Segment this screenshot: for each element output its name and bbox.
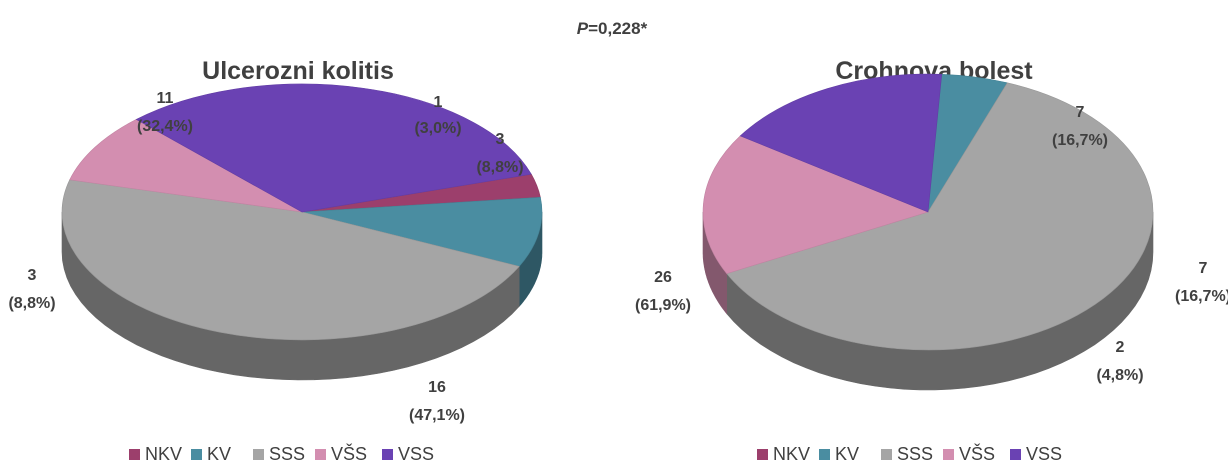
data-label-percent-vss: (16,7%) (1052, 132, 1108, 149)
legend-crohn: NKV KV SSS VŠS VSS (757, 443, 1062, 464)
data-labels-crohn: 2 (4,8%) 26 (61,9%) 7 (16,7%) 7 (16,7%) (635, 104, 1228, 384)
data-label-value-kv: 3 (496, 131, 505, 148)
data-label-percent-vss: (32,4%) (137, 118, 193, 135)
p-value: P=0,228* (577, 19, 648, 38)
legend-swatch-nkv (757, 449, 768, 460)
pie-slice-sss (726, 82, 1154, 351)
pie-slice-vss (702, 135, 929, 274)
legend-swatch-sss (253, 449, 264, 460)
legend-label-sss: SSS (897, 444, 933, 464)
data-label-percent-sss: (61,9%) (635, 297, 691, 314)
pie-slice-vss (69, 119, 303, 213)
data-label-value-sss: 16 (428, 379, 446, 396)
data-label-value-vss: 7 (1076, 104, 1085, 121)
pie-ulcerozni-kolitis (61, 83, 543, 381)
legend-label-vss: VSS (1026, 444, 1062, 464)
data-label-value-nkv: 1 (434, 94, 443, 111)
data-label-percent-vss: (8,8%) (8, 295, 55, 312)
legend-label-sss: SSS (269, 444, 305, 464)
chart-title-ulcerozni: Ulcerozni kolitis (202, 57, 394, 85)
data-label-value-vss: 3 (28, 267, 37, 284)
pie-slice-kv (301, 196, 543, 267)
p-value-prefix: P (577, 19, 589, 38)
legend-label-nkv: NKV (145, 444, 182, 464)
pie-slice-vss (739, 73, 943, 213)
legend-label-kv: KV (207, 444, 231, 464)
data-labels-ulcerozni: 1 (3,0%) 3 (8,8%) 16 (47,1%) 3 (8,8%) 11 (32,4%) (8, 90, 523, 424)
data-label-value-sss: 26 (654, 269, 672, 286)
p-value-rest: =0,228* (588, 19, 647, 38)
legend-swatch-vss (382, 449, 393, 460)
pie-crohnova-bolest (702, 73, 1154, 391)
legend-swatch-vss (1010, 449, 1021, 460)
legend-label-kv: KV (835, 444, 859, 464)
pie-slice-sss (61, 179, 520, 341)
legend-swatch-vss (315, 449, 326, 460)
data-label-value-vss: 7 (1199, 260, 1208, 277)
legend-swatch-nkv (129, 449, 140, 460)
legend-label-vss: VŠS (959, 443, 995, 464)
data-label-percent-kv: (8,8%) (476, 159, 523, 176)
data-label-percent-nkv: (3,0%) (414, 120, 461, 137)
legend-label-nkv: NKV (773, 444, 810, 464)
legend-swatch-kv (191, 449, 202, 460)
legend-label-vss: VSS (398, 444, 434, 464)
data-label-percent-kv: (4,8%) (1096, 367, 1143, 384)
legend-ulcerozni: NKV KV SSS VŠS VSS (129, 443, 434, 464)
legend-swatch-vss (943, 449, 954, 460)
data-label-value-kv: 2 (1116, 339, 1125, 356)
data-label-value-vss: 11 (157, 90, 174, 107)
data-label-percent-vss: (16,7%) (1175, 288, 1228, 305)
data-label-percent-sss: (47,1%) (409, 407, 465, 424)
pie-slice-vss (135, 83, 532, 213)
legend-swatch-kv (819, 449, 830, 460)
legend-swatch-sss (881, 449, 892, 460)
legend-label-vss: VŠS (331, 443, 367, 464)
